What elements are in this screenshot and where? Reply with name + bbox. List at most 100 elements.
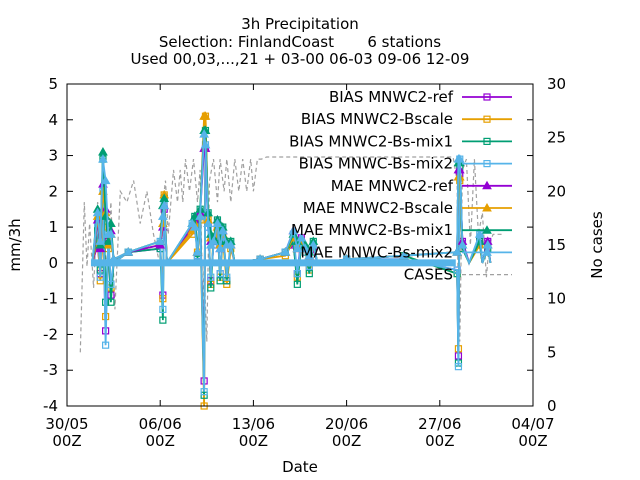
data-point [454, 154, 465, 163]
legend-label: MAE MNWC-Bs-mix2 [300, 243, 453, 261]
y2-axis-label: No cases [588, 211, 606, 279]
data-point [107, 280, 115, 288]
y2-tick-label: 0 [547, 397, 557, 415]
legend-marker [483, 115, 491, 123]
data-point [98, 154, 108, 163]
data-point [305, 270, 313, 278]
legend-marker [483, 160, 491, 168]
legend-label: BIAS MNWC2-Bs-mix1 [289, 132, 453, 150]
x-tick-label: 00Z [146, 432, 175, 450]
data-point [200, 111, 211, 120]
data-point [155, 236, 166, 245]
data-point [158, 211, 168, 220]
chart-title: 3h Precipitation Selection: FinlandCoast… [131, 15, 470, 68]
data-point [215, 243, 225, 253]
y2-tick-label: 30 [547, 75, 566, 93]
data-point [207, 284, 215, 292]
y2-tick-label: 15 [547, 236, 566, 254]
data-point [208, 236, 219, 245]
legend-marker [483, 93, 491, 101]
data-point [223, 273, 231, 281]
y-axis: -4 -3 -2 -1 0 1 2 3 4 5 [43, 75, 533, 415]
data-point [457, 239, 468, 249]
data-point [216, 270, 224, 278]
x-tick-label: 30/05 [45, 415, 88, 433]
data-point [398, 250, 409, 260]
data-point [195, 211, 206, 220]
y2-tick-label: 25 [547, 129, 566, 147]
series-layer [90, 111, 493, 410]
x-tick-label: 06/06 [139, 415, 182, 433]
y-tick-label: 5 [48, 75, 58, 93]
y-tick-label: 2 [48, 182, 58, 200]
data-point [453, 266, 461, 274]
data-point [225, 239, 236, 249]
data-point [207, 273, 215, 281]
data-point [123, 247, 134, 256]
legend-marker [482, 247, 492, 256]
data-point [106, 229, 116, 238]
x-tick-label: 13/06 [232, 415, 275, 433]
y-tick-label: 1 [48, 218, 58, 236]
y-tick-label: -3 [43, 361, 58, 379]
data-point [212, 218, 223, 228]
data-point [200, 388, 208, 396]
legend-label: CASES [404, 266, 453, 284]
data-point [216, 277, 224, 285]
legend-label: MAE MNWC2-ref [331, 177, 454, 195]
legend-marker [483, 137, 491, 145]
legend-marker [482, 225, 492, 234]
legend-marker [482, 180, 492, 190]
y-tick-label: 4 [48, 111, 58, 129]
data-point [288, 225, 299, 235]
y-tick-label: -2 [43, 325, 58, 343]
y-axis-label: mm/3h [6, 218, 24, 271]
data-point [107, 298, 115, 306]
title-line-1: 3h Precipitation [241, 15, 359, 33]
data-point [189, 222, 200, 231]
series-7 [91, 129, 493, 266]
data-point [96, 273, 104, 281]
data-point [292, 243, 303, 253]
x-tick-label: 00Z [332, 432, 361, 450]
data-point [199, 129, 209, 138]
data-point [452, 247, 462, 256]
y-tick-label: -1 [43, 290, 58, 308]
x-tick-label: 00Z [239, 432, 268, 450]
data-point [92, 207, 103, 217]
plot-border [66, 83, 534, 407]
legend-label: BIAS MNWC2-Bscale [301, 110, 453, 128]
x-tick-label: 27/06 [418, 415, 461, 433]
data-point [308, 239, 319, 249]
x-tick-label: 00Z [52, 432, 81, 450]
y-tick-label: 0 [48, 254, 58, 272]
data-point [293, 270, 301, 278]
x-tick-label: 20/06 [325, 415, 368, 433]
data-point [454, 363, 463, 371]
legend-label: MAE MNWC2-Bscale [303, 199, 453, 217]
data-point [106, 218, 116, 228]
data-point [203, 218, 213, 228]
data-point [159, 316, 167, 324]
data-point [200, 139, 211, 149]
y-tick-label: -4 [43, 397, 58, 415]
legend-label: MAE MNWC2-Bs-mix1 [291, 221, 453, 239]
data-point [217, 225, 228, 235]
x-axis: 30/0500Z06/0600Z13/0600Z20/0600Z27/0600Z… [45, 84, 555, 450]
data-point [474, 229, 485, 238]
data-point [300, 243, 311, 253]
y2-tick-label: 10 [547, 290, 566, 308]
legend-marker [482, 202, 492, 212]
x-tick-label: 00Z [425, 432, 454, 450]
x-tick-label: 00Z [518, 432, 547, 450]
data-point [100, 175, 111, 185]
legend: BIAS MNWC2-ref BIAS MNWC2-Bscale BIAS MNWC… [289, 88, 512, 284]
title-line-3: Used 00,03,...,21 + 03-00 06-03 09-06 12… [131, 50, 470, 68]
data-point [280, 247, 291, 256]
data-point [192, 247, 203, 256]
data-point [159, 200, 170, 210]
x-tick-label: 04/07 [511, 415, 554, 433]
data-point [304, 250, 315, 260]
y2-tick-label: 20 [547, 182, 566, 200]
x-axis-label: Date [282, 458, 318, 476]
